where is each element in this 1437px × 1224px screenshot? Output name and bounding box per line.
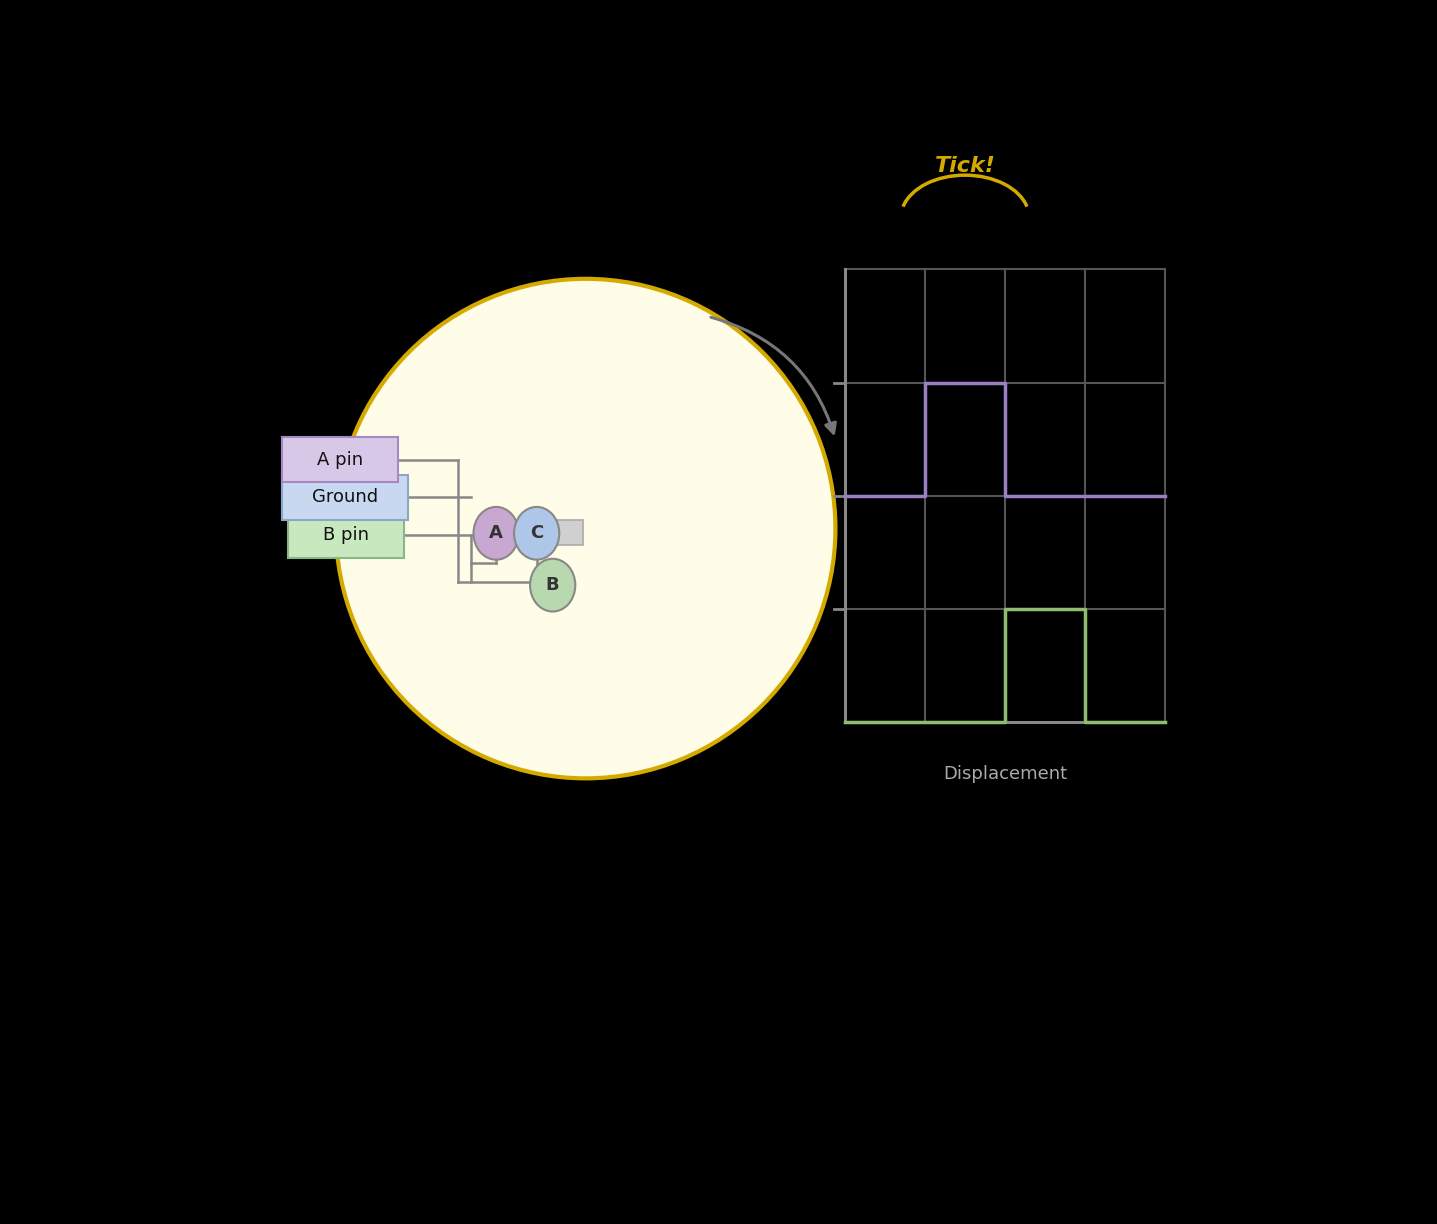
- Ellipse shape: [474, 507, 519, 559]
- Text: C: C: [530, 524, 543, 542]
- FancyBboxPatch shape: [287, 513, 404, 558]
- FancyArrowPatch shape: [711, 317, 835, 433]
- Ellipse shape: [530, 558, 575, 612]
- FancyBboxPatch shape: [517, 520, 583, 545]
- Text: Ground: Ground: [312, 488, 378, 507]
- FancyBboxPatch shape: [282, 437, 398, 482]
- Ellipse shape: [336, 279, 835, 778]
- Text: Tick!: Tick!: [934, 155, 996, 176]
- FancyBboxPatch shape: [282, 475, 408, 520]
- Ellipse shape: [514, 507, 559, 559]
- Text: A pin: A pin: [318, 450, 364, 469]
- Text: Displacement: Displacement: [943, 765, 1068, 782]
- Text: B pin: B pin: [323, 526, 369, 545]
- Text: B: B: [546, 577, 559, 594]
- Text: A: A: [489, 524, 503, 542]
